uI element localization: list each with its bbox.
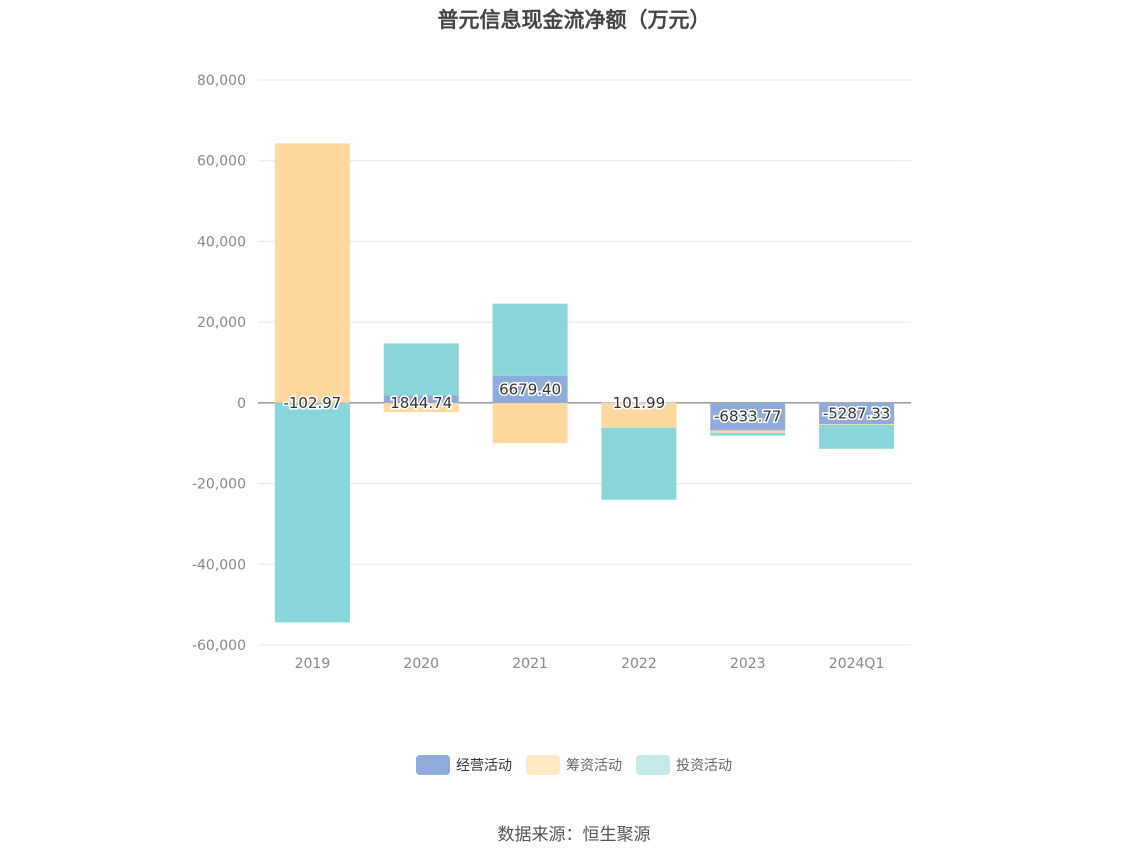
legend-swatch-operating bbox=[416, 755, 450, 775]
x-tick-label: 2019 bbox=[295, 656, 331, 672]
bar-financing-2019[interactable] bbox=[274, 143, 350, 403]
label-layer: -102.97 1844.74 6679.40 101.99 -6833.77 -5287… bbox=[282, 379, 892, 427]
bar-operating-2021[interactable] bbox=[492, 375, 568, 403]
bar-financing-2023[interactable] bbox=[710, 430, 786, 433]
legend-swatch-financing bbox=[526, 755, 560, 775]
axis-layer: 80,000 60,000 40,000 20,000 0 -20,000 -40,000 -… bbox=[192, 73, 884, 672]
x-tick-label: 2021 bbox=[512, 656, 548, 672]
data-label-operating: 6679.40 bbox=[499, 380, 561, 398]
legend-item-operating[interactable]: 经营活动 bbox=[416, 755, 512, 775]
bar-operating-2023[interactable] bbox=[710, 402, 786, 431]
chart-title: 普元信息现金流净额（万元） bbox=[437, 8, 711, 32]
legend-item-investing[interactable]: 投资活动 bbox=[636, 755, 732, 775]
bar-operating-2024Q1[interactable] bbox=[819, 402, 895, 425]
bar-financing-2020[interactable] bbox=[383, 402, 459, 413]
legend-label-operating: 经营活动 bbox=[456, 758, 512, 774]
cashflow-chart: -102.97 1844.74 6679.40 101.99 -6833.77 -5287… bbox=[192, 73, 911, 672]
bar-layer bbox=[274, 143, 895, 623]
x-tick-label: 2022 bbox=[621, 656, 657, 672]
bar-financing-2024Q1[interactable] bbox=[819, 424, 895, 426]
data-label-operating: 101.99 bbox=[613, 394, 666, 412]
data-label-operating: -6833.77 bbox=[714, 408, 781, 426]
bar-operating-2020[interactable] bbox=[383, 395, 459, 403]
y-tick-label: 0 bbox=[237, 396, 246, 412]
y-tick-label: 20,000 bbox=[197, 315, 246, 331]
legend-label-financing: 筹资活动 bbox=[566, 758, 622, 774]
legend-item-financing[interactable]: 筹资活动 bbox=[526, 755, 622, 775]
data-label-operating: -102.97 bbox=[283, 394, 341, 412]
bar-financing-2022[interactable] bbox=[601, 402, 677, 428]
y-tick-label: 60,000 bbox=[197, 154, 246, 170]
y-tick-label: 40,000 bbox=[197, 234, 246, 250]
legend-swatch-investing bbox=[636, 755, 670, 775]
data-label-operating: -5287.33 bbox=[823, 405, 890, 423]
bar-investing-2021[interactable] bbox=[492, 303, 568, 376]
chart-legend: 经营活动 筹资活动 投资活动 bbox=[0, 755, 1148, 775]
y-tick-label: 80,000 bbox=[197, 73, 246, 89]
bar-investing-2023[interactable] bbox=[710, 432, 786, 436]
bar-investing-2024Q1[interactable] bbox=[819, 425, 895, 449]
grid-layer bbox=[258, 79, 911, 646]
y-tick-label: -60,000 bbox=[192, 638, 246, 654]
y-tick-label: -20,000 bbox=[192, 477, 246, 493]
bar-financing-2021[interactable] bbox=[492, 402, 568, 444]
x-tick-label: 2024Q1 bbox=[829, 656, 885, 672]
bar-investing-2019[interactable] bbox=[274, 403, 350, 623]
x-tick-label: 2020 bbox=[403, 656, 439, 672]
legend-label-investing: 投资活动 bbox=[676, 758, 732, 774]
bar-investing-2020[interactable] bbox=[383, 343, 459, 396]
data-label-operating: 1844.74 bbox=[390, 394, 452, 412]
y-tick-label: -40,000 bbox=[192, 557, 246, 573]
x-tick-label: 2023 bbox=[730, 656, 766, 672]
data-source: 数据来源：恒生聚源 bbox=[497, 825, 651, 845]
bar-investing-2022[interactable] bbox=[601, 427, 677, 500]
